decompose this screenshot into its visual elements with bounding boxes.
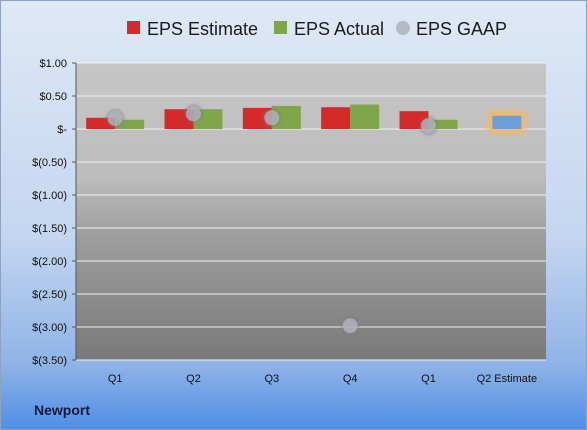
x-tick-label: Q1 [108, 373, 123, 385]
y-tick-label: $0.50 [39, 91, 67, 103]
bar-eps-actual [428, 119, 458, 129]
x-axis: Q1 Q2 Q3 Q4 Q1 Q2 Estimate [108, 373, 537, 385]
gridlines [76, 62, 546, 361]
x-tick-label: Q3 [264, 373, 279, 385]
y-axis: $1.00 $0.50 $- $(0.50) $(1.00) $(1.50) $(2.00)… [32, 58, 77, 367]
x-tick-label: Q2 [186, 373, 201, 385]
y-tick-label: $(2.50) [32, 289, 67, 301]
bar-eps-actual [350, 104, 380, 129]
y-tick-label: $(0.50) [32, 157, 67, 169]
legend-label: EPS Estimate [147, 19, 258, 39]
bars [86, 104, 527, 134]
y-tick-label: $(1.50) [32, 223, 67, 235]
legend: EPS Estimate EPS Actual EPS GAAP [127, 19, 507, 39]
legend-swatch-estimate [127, 21, 140, 34]
gaap-point [421, 118, 436, 134]
x-tick-label: Q4 [343, 373, 358, 385]
x-tick-label: Q1 [421, 373, 436, 385]
company-name: Newport [34, 402, 90, 418]
x-tick-label: Q2 Estimate [477, 373, 538, 385]
gaap-point [186, 106, 201, 122]
gaap-points [106, 104, 438, 335]
y-tick-label: $(2.00) [32, 256, 67, 268]
legend-label: EPS Actual [294, 19, 384, 39]
y-tick-label: $- [57, 124, 67, 136]
gaap-point [107, 110, 123, 126]
bar-eps-estimate [492, 115, 522, 129]
bar-eps-estimate [321, 107, 351, 129]
y-tick-label: $(3.00) [32, 322, 67, 334]
y-tick-label: $(1.00) [32, 190, 67, 202]
legend-swatch-gaap [396, 21, 410, 35]
bar-eps-actual [115, 119, 145, 129]
gaap-point [342, 318, 358, 334]
gaap-point [264, 110, 280, 126]
y-tick-label: $1.00 [39, 58, 67, 70]
plot-area [76, 63, 546, 360]
y-tick-label: $(3.50) [32, 355, 67, 367]
legend-swatch-actual [274, 21, 287, 34]
bar-eps-actual [271, 105, 301, 129]
bar-eps-estimate [86, 117, 116, 129]
legend-label: EPS GAAP [416, 19, 507, 39]
